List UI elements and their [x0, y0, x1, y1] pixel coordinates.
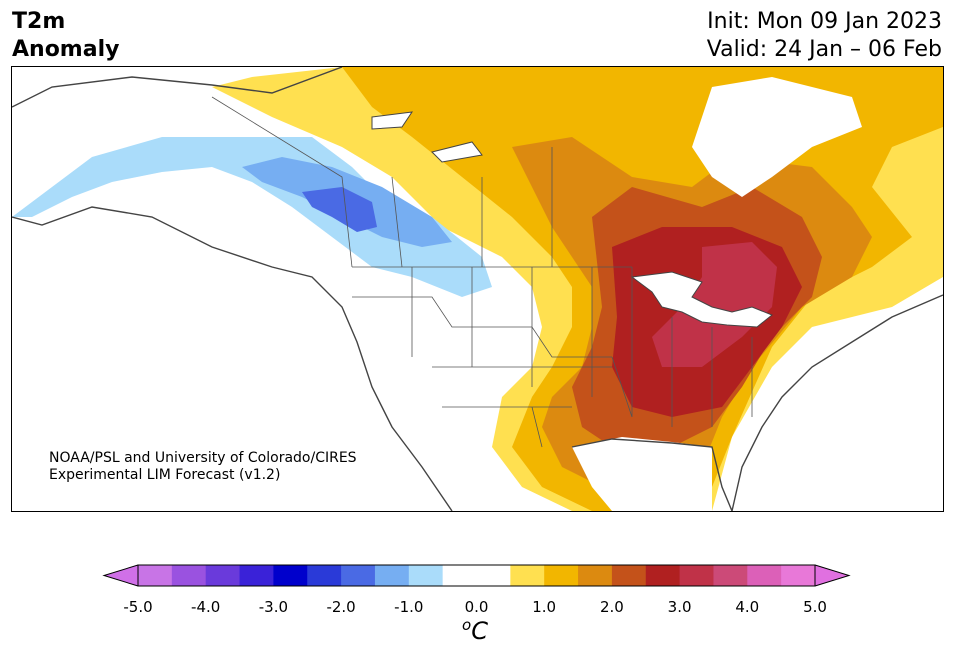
colorbar-cell — [171, 565, 207, 586]
colorbar-arrow-outline-right — [814, 564, 851, 587]
gulf-of-mexico — [572, 437, 712, 511]
great-lakes — [630, 271, 773, 328]
colorbar-cell — [205, 565, 241, 586]
colorbar-cell — [611, 565, 647, 586]
colorbar-tick-label: -4.0 — [191, 598, 221, 616]
colorbar-cell — [239, 565, 274, 586]
colorbar-tick-label: 3.0 — [667, 598, 692, 616]
colorbar-cells — [138, 565, 816, 586]
atlantic-ocean — [712, 297, 943, 511]
map-svg — [12, 67, 943, 511]
anomaly-crimson-core — [652, 242, 777, 367]
unit-letter: C — [471, 617, 488, 645]
anomaly-light-blue — [12, 137, 492, 297]
colorbar-cell — [341, 565, 376, 586]
arctic-islands — [371, 111, 483, 163]
colorbar-cell — [273, 565, 308, 586]
colorbar-cell — [781, 565, 816, 586]
colorbar-tick-label: -1.0 — [394, 598, 424, 616]
colorbar-cell — [713, 565, 748, 586]
colorbar-over-arrow — [815, 565, 849, 586]
colorbar-cell — [408, 565, 444, 586]
colorbar-tick-label: -3.0 — [258, 598, 289, 616]
credit-line-2: Experimental LIM Forecast (v1.2) — [49, 467, 281, 483]
colorbar-cell — [374, 565, 410, 586]
valid-period: Valid: 24 Jan – 06 Feb — [706, 37, 942, 62]
coastline — [12, 67, 943, 511]
map-title: T2m Anomaly — [12, 8, 119, 64]
colorbar-cell — [747, 565, 782, 586]
colorbar-cell — [679, 565, 714, 586]
colorbar-cell — [307, 565, 342, 586]
colorbar-tick-label: 0.0 — [464, 598, 489, 616]
title-line-2: Anomaly — [12, 37, 120, 62]
pacific-ocean — [12, 207, 452, 511]
unit-degree: o — [462, 616, 472, 634]
colorbar-tick-label: 4.0 — [735, 598, 760, 616]
colorbar-cell — [476, 565, 511, 586]
colorbar-cell — [645, 565, 681, 586]
init-date: Init: Mon 09 Jan 2023 — [707, 9, 942, 34]
colorbar-unit: oC — [462, 616, 488, 645]
colorbar-arrow-outline — [102, 564, 139, 587]
colorbar-tick-label: -5.0 — [123, 598, 153, 616]
colorbar-tick-label: -2.0 — [326, 598, 356, 616]
colorbar-outline — [137, 564, 816, 587]
anomaly-map — [11, 66, 944, 512]
colorbar-cell — [442, 565, 477, 586]
anomaly-blue-core — [302, 187, 377, 232]
colorbar-cell — [510, 565, 545, 586]
political-borders — [211, 96, 753, 448]
forecast-dates: Init: Mon 09 Jan 2023 Valid: 24 Jan – 06… — [707, 8, 942, 64]
title-line-1: T2m — [12, 9, 66, 34]
credit-text: NOAA/PSL and University of Colorado/CIRE… — [49, 450, 357, 484]
colorbar — [102, 564, 851, 587]
credit-line-1: NOAA/PSL and University of Colorado/CIRE… — [49, 450, 357, 466]
colorbar-cell — [138, 565, 173, 586]
colorbar-cell — [544, 565, 579, 586]
colorbar-tick-label: 1.0 — [532, 598, 557, 616]
colorbar-under-arrow — [104, 565, 138, 586]
hudson-bay — [692, 77, 862, 197]
colorbar-cell — [578, 565, 613, 586]
colorbar-tick-label: 2.0 — [599, 598, 624, 616]
colorbar-tick-label: 5.0 — [803, 598, 827, 616]
